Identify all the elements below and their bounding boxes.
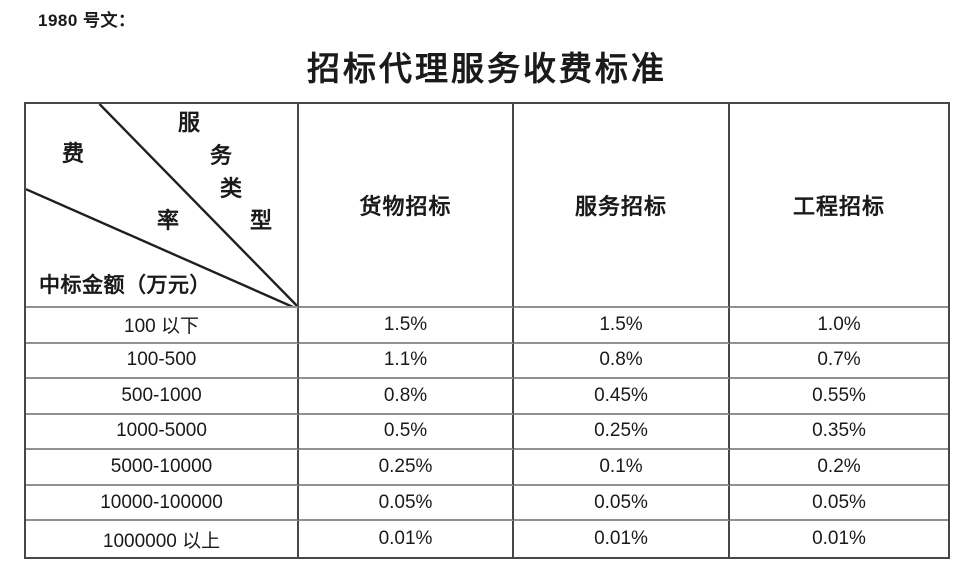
column-header-goods: 货物招标 <box>299 104 514 308</box>
amount-range-cell: 10000-100000 <box>26 485 299 522</box>
rate-value-cell: 0.8% <box>514 343 730 380</box>
amount-range-cell: 100 以下 <box>26 308 299 344</box>
rate-value-cell: 0.01% <box>299 521 514 557</box>
corner-label-service-char-1: 服 <box>178 110 201 135</box>
rate-value-cell: 0.5% <box>299 414 514 451</box>
amount-range-cell: 5000-10000 <box>26 450 299 486</box>
corner-label-rate: 率 <box>157 208 180 233</box>
rate-value-cell: 1.0% <box>730 308 948 344</box>
rate-value-cell: 0.45% <box>514 379 730 415</box>
rate-value-cell: 1.5% <box>299 308 514 344</box>
amount-range-cell: 1000000 以上 <box>26 521 299 557</box>
fee-standard-table: 费 服 务 类 率 型 中标金额（万元） 货物招标 服务招标 工程招标 100 … <box>24 102 950 559</box>
corner-label-fee: 费 <box>62 141 85 166</box>
row-axis-label: 中标金额（万元） <box>39 273 211 297</box>
doc-ref-label: 1980 号文： <box>38 11 136 30</box>
rate-value-cell: 0.55% <box>730 379 948 415</box>
rate-value-cell: 0.1% <box>514 450 730 486</box>
rate-value-cell: 0.05% <box>299 485 514 522</box>
page-title: 招标代理服务收费标准 <box>307 52 667 88</box>
corner-label-service-char-4: 型 <box>250 208 273 233</box>
rate-value-cell: 0.25% <box>299 450 514 486</box>
diagonal-divider-lines <box>26 104 297 306</box>
rate-value-cell: 0.01% <box>812 528 866 550</box>
rate-value-cell: 0.8% <box>299 379 514 415</box>
amount-range-cell: 500-1000 <box>26 379 299 415</box>
corner-label-service-char-2: 务 <box>210 143 233 168</box>
rate-value-cell: 0.7% <box>730 344 948 380</box>
amount-range-cell: 100-500 <box>26 343 299 380</box>
rate-value-cell: 1.1% <box>299 343 514 380</box>
rate-value-cell: 0.01% <box>514 521 730 557</box>
amount-range-cell: 1000-5000 <box>26 414 299 451</box>
column-header-engineering: 工程招标 <box>730 104 948 308</box>
table-corner-cell: 费 服 务 类 率 型 中标金额（万元） <box>26 104 299 308</box>
corner-label-service-char-3: 类 <box>220 176 243 201</box>
column-header-services: 服务招标 <box>514 104 730 308</box>
rate-value-cell: 0.25% <box>514 414 730 451</box>
rate-value-cell: 0.05% <box>514 485 730 522</box>
rate-value-cell: 0.35% <box>730 415 948 451</box>
rate-value-cell: 0.05% <box>730 486 948 522</box>
rate-value-cell: 0.2% <box>730 450 948 486</box>
rate-value-cell: 1.5% <box>514 308 730 344</box>
